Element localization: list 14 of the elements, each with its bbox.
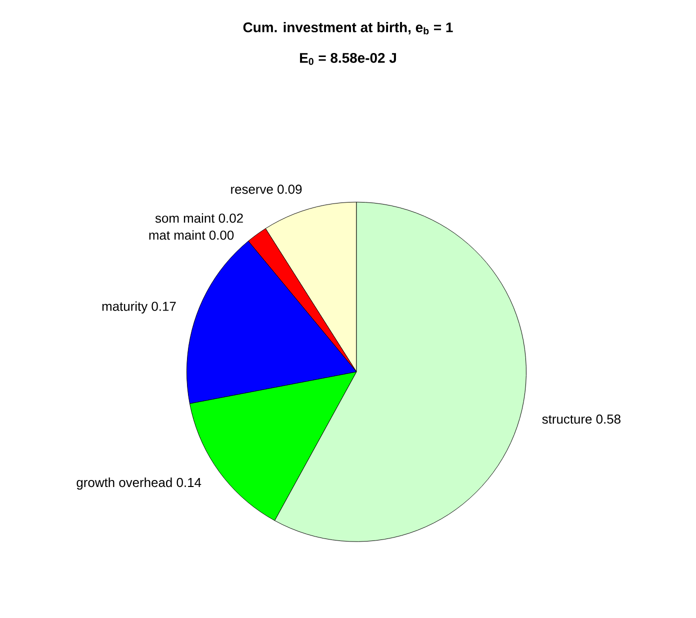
slice-label: maturity [102,301,148,314]
slice-label: growth overhead [76,478,172,490]
data-label: 0.09 [278,184,302,194]
slice-label: reserve [231,186,273,194]
data-label: 0.58 [596,414,620,424]
data-label: 0.02 [218,214,243,223]
data-label: 0.17 [152,302,176,311]
chart-subtitle: E$_{0}$ = 8.58e-02 J [300,52,396,65]
text: 0.00 [209,230,234,240]
slice-label: structure [542,415,592,424]
chart-title: Cum. investment at birth, e$_{b}$ = 1 [243,22,453,34]
slice-label: som maint [155,213,215,223]
category-label: mat maint [149,230,206,240]
data-label: 0.14 [176,478,202,488]
